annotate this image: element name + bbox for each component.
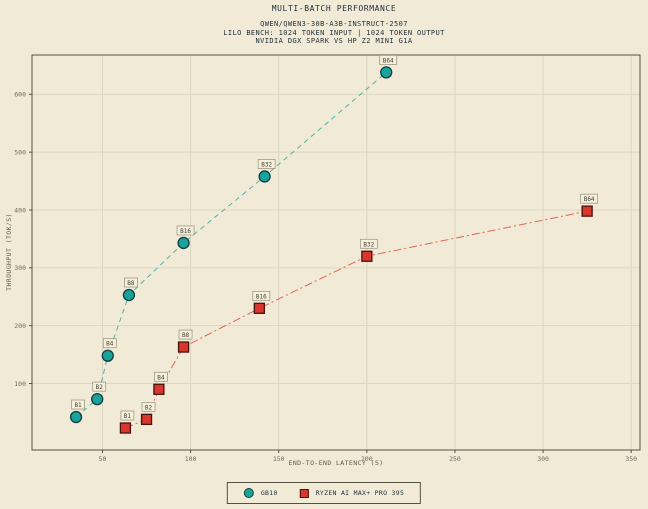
data-point-square bbox=[581, 205, 593, 217]
y-tick-label: 300 bbox=[14, 264, 26, 272]
y-tick-label: 600 bbox=[14, 91, 26, 99]
point-label-box bbox=[580, 193, 598, 204]
y-axis-label: THROUGHPUT (TOK/S) bbox=[5, 213, 13, 291]
y-tick-label: 500 bbox=[14, 148, 26, 156]
title-block: MULTI-BATCH PERFORMANCE QWEN/QWEN3-30B-A… bbox=[20, 4, 648, 46]
data-point-square bbox=[119, 422, 132, 434]
legend-label-gb10: GB10 bbox=[260, 489, 278, 497]
point-label: B16 bbox=[180, 228, 191, 235]
point-label: B64 bbox=[383, 57, 394, 64]
y-tick-label: 200 bbox=[14, 322, 26, 330]
x-tick-label: 350 bbox=[625, 455, 637, 463]
point-label: B4 bbox=[106, 341, 114, 348]
point-label: B8 bbox=[127, 280, 135, 287]
point-label: B16 bbox=[256, 293, 267, 300]
point-label-box bbox=[257, 159, 276, 169]
point-label-box bbox=[92, 381, 107, 392]
y-tick-label: 100 bbox=[14, 380, 26, 388]
data-point-circle bbox=[177, 236, 190, 250]
series-line bbox=[75, 71, 387, 418]
data-point-square bbox=[153, 383, 165, 395]
x-tick-label: 300 bbox=[537, 455, 549, 463]
data-point-circle bbox=[380, 66, 393, 79]
point-label: B32 bbox=[363, 241, 374, 248]
point-label-box bbox=[120, 410, 135, 421]
data-point-square bbox=[361, 250, 373, 262]
plot-border bbox=[31, 54, 641, 451]
data-point-circle bbox=[122, 288, 136, 302]
point-label-box bbox=[141, 401, 156, 412]
x-tick-label: 150 bbox=[273, 455, 285, 463]
x-tick-label: 200 bbox=[361, 455, 373, 463]
data-point-circle bbox=[69, 410, 83, 424]
point-label: B2 bbox=[96, 384, 104, 391]
x-tick-label: 250 bbox=[449, 455, 461, 463]
legend-item-ryzen: RYZEN AI MAX+ PRO 395 bbox=[299, 488, 405, 498]
ryzen-square-icon bbox=[299, 488, 309, 498]
subtitle-model: QWEN/QWEN3-30B-A3B-INSTRUCT-2507 bbox=[260, 20, 408, 28]
point-label-box bbox=[71, 399, 85, 410]
point-label: B64 bbox=[584, 196, 595, 203]
data-point-circle bbox=[91, 392, 104, 406]
point-label-box bbox=[176, 225, 195, 236]
chart-title: MULTI-BATCH PERFORMANCE bbox=[271, 4, 397, 13]
point-label-box bbox=[379, 54, 398, 65]
subtitle-benchmark: LILO BENCH: 1024 TOKEN INPUT | 1024 TOKE… bbox=[223, 28, 445, 37]
gb10-circle-icon bbox=[243, 488, 254, 498]
series-line bbox=[125, 210, 588, 429]
y-tick-label: 400 bbox=[14, 206, 26, 214]
subtitle-hardware: NVIDIA DGX SPARK VS HP Z2 MINI G1A bbox=[255, 37, 413, 46]
point-label-box bbox=[359, 238, 378, 249]
point-label: B1 bbox=[74, 402, 82, 409]
point-label-box bbox=[154, 371, 168, 382]
point-label-box bbox=[252, 290, 271, 301]
point-label-box bbox=[124, 277, 138, 288]
point-label-box bbox=[102, 338, 117, 349]
data-point-square bbox=[253, 302, 265, 314]
legend-item-gb10: GB10 bbox=[243, 488, 278, 498]
point-label-box bbox=[178, 329, 193, 340]
data-point-square bbox=[177, 341, 190, 353]
data-point-square bbox=[140, 413, 153, 425]
point-label: B1 bbox=[124, 413, 132, 420]
x-tick-label: 100 bbox=[185, 455, 197, 463]
x-tick-label: 50 bbox=[99, 455, 107, 463]
point-label: B8 bbox=[182, 332, 190, 339]
x-axis-label: END-TO-END LATENCY (S) bbox=[288, 459, 384, 467]
point-label: B32 bbox=[261, 161, 272, 168]
data-point-circle bbox=[101, 349, 114, 362]
point-label: B2 bbox=[145, 404, 153, 411]
legend-label-ryzen: RYZEN AI MAX+ PRO 395 bbox=[315, 489, 405, 497]
point-label: B4 bbox=[157, 374, 165, 381]
data-point-circle bbox=[258, 170, 271, 183]
legend: GB10 RYZEN AI MAX+ PRO 395 bbox=[226, 482, 422, 504]
